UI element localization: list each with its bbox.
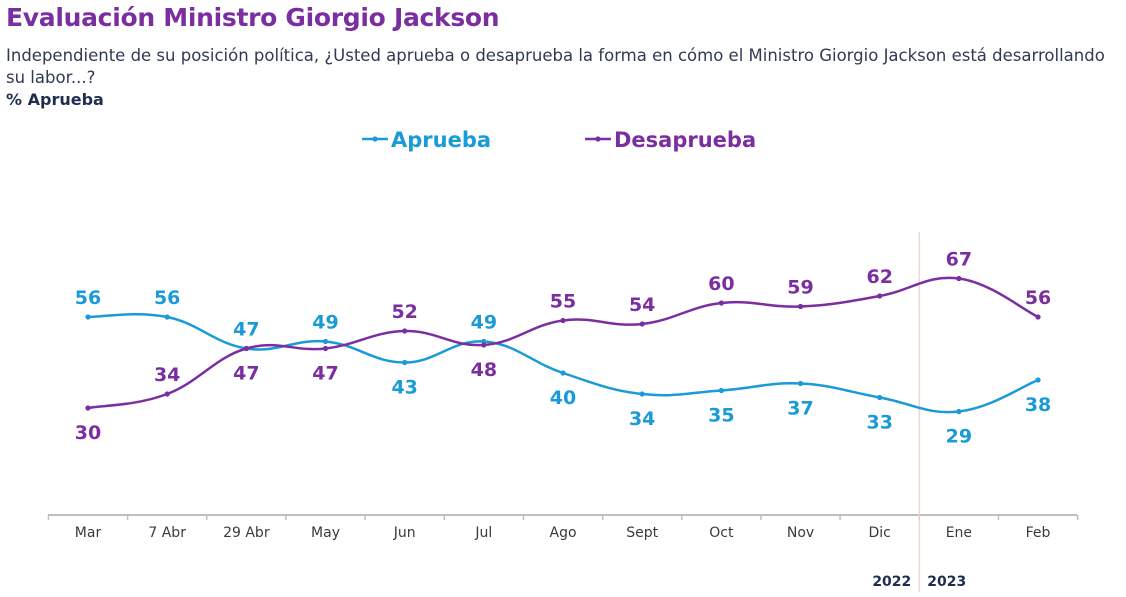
- x-tick-label: May: [311, 525, 340, 541]
- data-label-aprueba: 47: [233, 319, 259, 341]
- data-point-desaprueba: [1035, 314, 1041, 320]
- data-point-aprueba: [639, 391, 645, 397]
- data-point-desaprueba: [797, 303, 804, 310]
- data-point-aprueba: [402, 359, 408, 366]
- data-point-aprueba: [797, 380, 804, 387]
- data-label-aprueba: 33: [866, 412, 892, 434]
- x-tick-label: Oct: [709, 525, 734, 541]
- data-label-desaprueba: 67: [946, 249, 972, 271]
- x-tick-label: Dic: [869, 525, 891, 541]
- x-tick-label: 7 Abr: [148, 525, 186, 541]
- legend-label-aprueba: Aprueba: [391, 128, 491, 152]
- x-tick-label: Nov: [787, 525, 814, 541]
- data-label-aprueba: 43: [391, 377, 417, 399]
- data-label-desaprueba: 54: [629, 294, 655, 316]
- data-label-desaprueba: 59: [787, 277, 813, 299]
- data-label-aprueba: 35: [708, 405, 734, 427]
- data-point-desaprueba: [402, 328, 408, 334]
- year-label-2022: 2022: [872, 574, 911, 590]
- legend-marker-desaprueba: [595, 136, 601, 142]
- legend-label-desaprueba: Desaprueba: [614, 128, 756, 152]
- data-label-desaprueba: 47: [312, 363, 338, 385]
- data-point-desaprueba: [322, 345, 329, 352]
- data-label-aprueba: 38: [1025, 394, 1051, 416]
- data-point-desaprueba: [718, 300, 724, 306]
- data-point-aprueba: [85, 314, 91, 320]
- x-tick-label: Mar: [75, 525, 102, 541]
- data-point-aprueba: [560, 370, 566, 376]
- data-label-aprueba: 37: [787, 398, 813, 420]
- data-label-desaprueba: 52: [391, 301, 417, 323]
- x-tick-label: Sept: [626, 525, 658, 541]
- x-tick-label: 29 Abr: [223, 525, 270, 541]
- x-tick-label: Jul: [474, 525, 492, 541]
- data-label-desaprueba: 55: [550, 291, 576, 313]
- data-label-desaprueba: 34: [154, 364, 180, 386]
- data-label-aprueba: 49: [312, 312, 338, 334]
- data-point-aprueba: [956, 408, 962, 415]
- data-point-aprueba: [718, 387, 724, 394]
- data-label-aprueba: 40: [550, 387, 576, 409]
- x-tick-label: Jun: [393, 525, 416, 541]
- data-point-desaprueba: [164, 391, 170, 397]
- data-label-desaprueba: 62: [866, 266, 892, 288]
- metric-label: % Aprueba: [6, 90, 104, 109]
- data-point-desaprueba: [85, 405, 91, 411]
- survey-question: Independiente de su posición política, ¿…: [6, 46, 1105, 87]
- data-point-aprueba: [877, 394, 883, 401]
- data-label-desaprueba: 60: [708, 273, 734, 295]
- legend-marker-aprueba: [372, 136, 378, 142]
- data-label-desaprueba: 48: [471, 359, 497, 381]
- data-point-aprueba: [1035, 377, 1041, 383]
- x-tick-label: Feb: [1026, 525, 1051, 541]
- data-point-desaprueba: [639, 321, 645, 327]
- data-label-aprueba: 56: [154, 287, 180, 309]
- data-label-aprueba: 29: [946, 426, 972, 448]
- data-point-desaprueba: [481, 342, 487, 348]
- year-label-2023: 2023: [927, 574, 966, 590]
- data-point-aprueba: [322, 338, 329, 345]
- data-label-desaprueba: 47: [233, 363, 259, 385]
- data-point-desaprueba: [956, 275, 962, 282]
- chart-title: Evaluación Ministro Giorgio Jackson: [6, 3, 500, 32]
- data-point-desaprueba: [243, 345, 249, 352]
- data-label-aprueba: 56: [75, 287, 101, 309]
- data-point-aprueba: [164, 314, 170, 320]
- data-label-aprueba: 49: [471, 312, 497, 334]
- data-point-desaprueba: [877, 293, 883, 299]
- data-point-desaprueba: [560, 317, 566, 324]
- x-tick-label: Ago: [550, 525, 577, 541]
- data-label-desaprueba: 30: [75, 422, 101, 444]
- data-label-desaprueba: 56: [1025, 287, 1051, 309]
- data-label-aprueba: 34: [629, 408, 655, 430]
- x-tick-label: Ene: [946, 525, 972, 541]
